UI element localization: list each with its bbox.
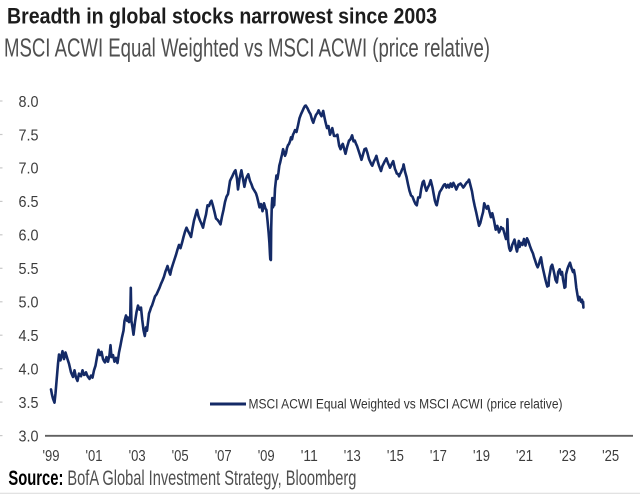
svg-text:7.0: 7.0	[19, 161, 39, 178]
svg-text:7.5: 7.5	[19, 127, 39, 144]
svg-text:4.0: 4.0	[19, 362, 39, 379]
svg-text:Source:: Source:	[8, 467, 63, 490]
svg-text:MSCI ACWI Equal Weighted vs MS: MSCI ACWI Equal Weighted vs MSCI ACWI (p…	[249, 397, 563, 412]
svg-text:6.0: 6.0	[19, 228, 39, 245]
svg-text:8.0: 8.0	[19, 94, 39, 111]
svg-text:'15: '15	[387, 448, 404, 465]
svg-text:4.5: 4.5	[19, 328, 39, 345]
svg-text:'11: '11	[301, 448, 318, 465]
svg-text:MSCI ACWI Equal Weighted vs MS: MSCI ACWI Equal Weighted vs MSCI ACWI (p…	[4, 33, 490, 63]
svg-text:BofA Global Investment Strateg: BofA Global Investment Strategy, Bloombe…	[67, 467, 356, 490]
svg-text:3.0: 3.0	[19, 428, 39, 445]
svg-text:3.5: 3.5	[19, 395, 39, 412]
svg-text:'13: '13	[344, 448, 361, 465]
svg-text:Breadth in global stocks narro: Breadth in global stocks narrowest since…	[7, 4, 437, 29]
svg-text:'21: '21	[516, 448, 533, 465]
svg-text:'03: '03	[129, 448, 146, 465]
svg-text:'09: '09	[258, 448, 275, 465]
svg-text:6.5: 6.5	[19, 194, 39, 211]
svg-text:5.0: 5.0	[19, 295, 39, 312]
svg-text:'17: '17	[430, 448, 447, 465]
svg-text:'01: '01	[86, 448, 103, 465]
svg-text:'19: '19	[473, 448, 490, 465]
svg-text:'99: '99	[43, 448, 60, 465]
svg-text:'05: '05	[172, 448, 189, 465]
svg-text:'07: '07	[215, 448, 232, 465]
svg-text:5.5: 5.5	[19, 261, 39, 278]
svg-text:'23: '23	[559, 448, 576, 465]
svg-text:'25: '25	[602, 448, 619, 465]
